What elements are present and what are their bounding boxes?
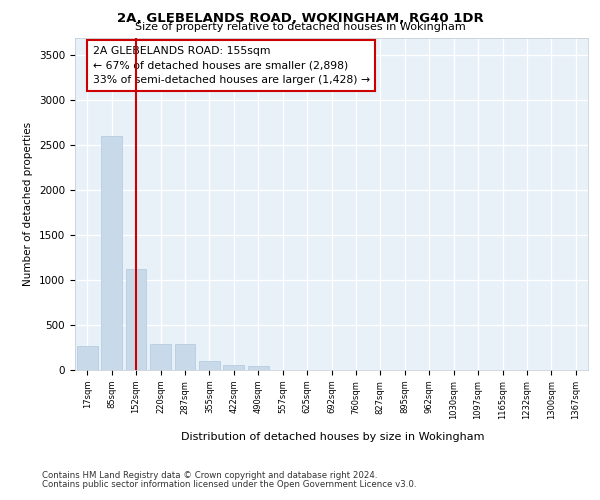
Text: Contains HM Land Registry data © Crown copyright and database right 2024.: Contains HM Land Registry data © Crown c…: [42, 471, 377, 480]
Bar: [101, 136, 122, 370]
Text: Contains public sector information licensed under the Open Government Licence v3: Contains public sector information licen…: [42, 480, 416, 489]
Bar: [199, 362, 220, 370]
Text: 2A, GLEBELANDS ROAD, WOKINGHAM, RG40 1DR: 2A, GLEBELANDS ROAD, WOKINGHAM, RG40 1DR: [116, 12, 484, 26]
Bar: [175, 344, 196, 370]
Text: 2A GLEBELANDS ROAD: 155sqm
← 67% of detached houses are smaller (2,898)
33% of s: 2A GLEBELANDS ROAD: 155sqm ← 67% of deta…: [92, 46, 370, 85]
Bar: [77, 346, 98, 370]
Text: Size of property relative to detached houses in Wokingham: Size of property relative to detached ho…: [134, 22, 466, 32]
Bar: [150, 344, 171, 370]
Text: Distribution of detached houses by size in Wokingham: Distribution of detached houses by size …: [181, 432, 485, 442]
Y-axis label: Number of detached properties: Number of detached properties: [23, 122, 34, 286]
Bar: [223, 365, 244, 370]
Bar: [125, 270, 146, 370]
Bar: [248, 366, 269, 370]
